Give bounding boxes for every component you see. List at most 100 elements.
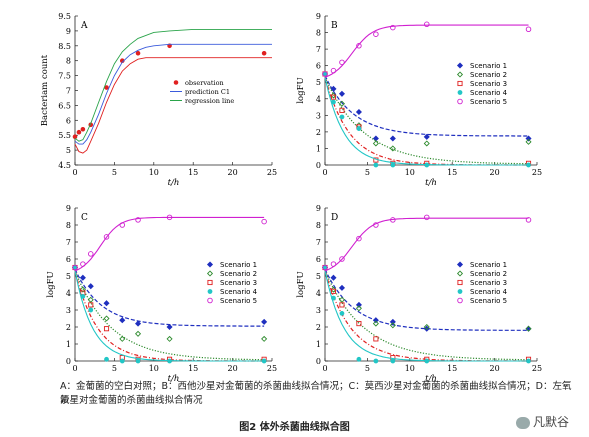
- data-point: [330, 67, 337, 74]
- figure-canvas: 0 5 10 15 20 254.555.566.577.588.599.5At/hBac…: [40, 12, 542, 384]
- y-tick-label: 6: [316, 255, 321, 264]
- data-point: [424, 21, 430, 28]
- data-point: [330, 274, 337, 281]
- data-point: [339, 256, 345, 262]
- x-tick-label: 20: [228, 168, 238, 177]
- y-tick-label: 4: [316, 289, 321, 298]
- data-point: [135, 358, 141, 364]
- data-point: [322, 264, 328, 271]
- legend-marker: [456, 270, 464, 277]
- data-point: [135, 217, 141, 223]
- legend-label: Scenario 1: [470, 62, 507, 70]
- data-point: [338, 284, 345, 291]
- legend-label: Scenario 1: [470, 261, 507, 269]
- data-point: [356, 356, 362, 362]
- chat-bubble-icon: [515, 416, 530, 429]
- data-point: [322, 71, 328, 77]
- data-point: [424, 162, 430, 168]
- y-tick-label: 5: [66, 272, 71, 281]
- data-point: [261, 335, 268, 342]
- x-tick-label: 5: [365, 364, 370, 373]
- data-point: [424, 214, 430, 221]
- legend-marker: [457, 297, 463, 304]
- fit-curve: [74, 216, 265, 272]
- data-point: [79, 274, 86, 281]
- fit-curve: [324, 75, 529, 137]
- data-point: [261, 358, 267, 364]
- legend-marker: [207, 279, 213, 286]
- data-point: [373, 358, 379, 364]
- x-tick-label: 0: [322, 168, 327, 177]
- data-point: [76, 129, 82, 135]
- x-tick-label: 25: [532, 168, 542, 177]
- y-tick-label: 8: [316, 29, 321, 38]
- data-point: [166, 323, 173, 331]
- x-tick-label: 25: [532, 364, 542, 373]
- data-point: [373, 31, 379, 37]
- y-tick-label: 8: [316, 221, 321, 230]
- legend-label: Scenario 2: [220, 270, 257, 278]
- y-tick-label: 2: [316, 128, 321, 137]
- data-point: [525, 26, 532, 32]
- data-point: [330, 94, 337, 100]
- data-point: [103, 326, 110, 332]
- legend-label: Scenario 3: [470, 279, 507, 287]
- y-tick-label: 6.5: [58, 101, 71, 110]
- y-tick-label: 7: [66, 87, 71, 96]
- legend-marker: [457, 289, 463, 294]
- data-point: [526, 358, 531, 364]
- data-point: [119, 317, 126, 324]
- legend-label: prediction C1: [185, 88, 230, 96]
- legend-label: Scenario 4: [470, 288, 508, 296]
- y-tick-label: 3: [66, 306, 71, 315]
- data-point: [372, 135, 379, 142]
- data-point: [389, 145, 396, 152]
- legend-label: Scenario 5: [220, 297, 257, 305]
- x-tick-label: 15: [447, 168, 457, 177]
- x-tick-label: 15: [188, 168, 198, 177]
- panel-a: 0 5 10 15 20 25 4.5 5 5.5 6 6.5 7 7.5 8 8.5 9 9.5 At/h Bac…: [40, 12, 277, 188]
- data-point: [88, 251, 94, 257]
- y-tick-label: 9: [66, 27, 71, 36]
- y-tick-label: 6: [66, 116, 71, 125]
- y-tick-label: 2: [66, 323, 71, 332]
- x-tick-label: 10: [149, 364, 159, 373]
- y-tick-label: 9: [316, 12, 321, 21]
- data-point: [339, 114, 345, 120]
- legend-marker: [457, 90, 463, 95]
- legend-label: Scenario 2: [470, 270, 507, 278]
- data-point: [373, 336, 379, 342]
- x-tick-label: 10: [405, 364, 415, 373]
- legend-label: Scenario 5: [470, 297, 507, 305]
- data-point: [423, 323, 430, 331]
- data-point: [135, 320, 142, 327]
- y-tick-label: 9: [316, 204, 321, 213]
- data-point: [167, 358, 172, 364]
- legend-marker: [457, 80, 463, 87]
- x-tick-label: 15: [188, 364, 198, 373]
- legend-marker: [457, 279, 463, 286]
- data-point: [103, 234, 110, 240]
- y-tick-label: 7: [66, 238, 71, 247]
- data-point: [88, 307, 94, 313]
- legend-marker: [456, 62, 464, 69]
- x-tick-label: 15: [447, 364, 457, 373]
- series-line: [74, 28, 272, 142]
- y-tick-label: 0: [66, 357, 71, 366]
- legend-marker: [207, 297, 213, 304]
- y-tick-label: 4: [66, 289, 71, 298]
- data-point: [166, 335, 173, 342]
- data-point: [80, 293, 86, 299]
- data-point: [424, 358, 430, 364]
- data-point: [166, 214, 173, 221]
- fit-curve: [324, 77, 529, 165]
- y-tick-label: 2: [316, 323, 321, 332]
- data-point: [389, 135, 396, 142]
- y-tick-label: 5.5: [58, 131, 71, 140]
- data-point: [373, 162, 379, 168]
- data-point: [525, 325, 532, 332]
- y-tick-label: 6: [66, 255, 71, 264]
- data-point: [356, 43, 362, 49]
